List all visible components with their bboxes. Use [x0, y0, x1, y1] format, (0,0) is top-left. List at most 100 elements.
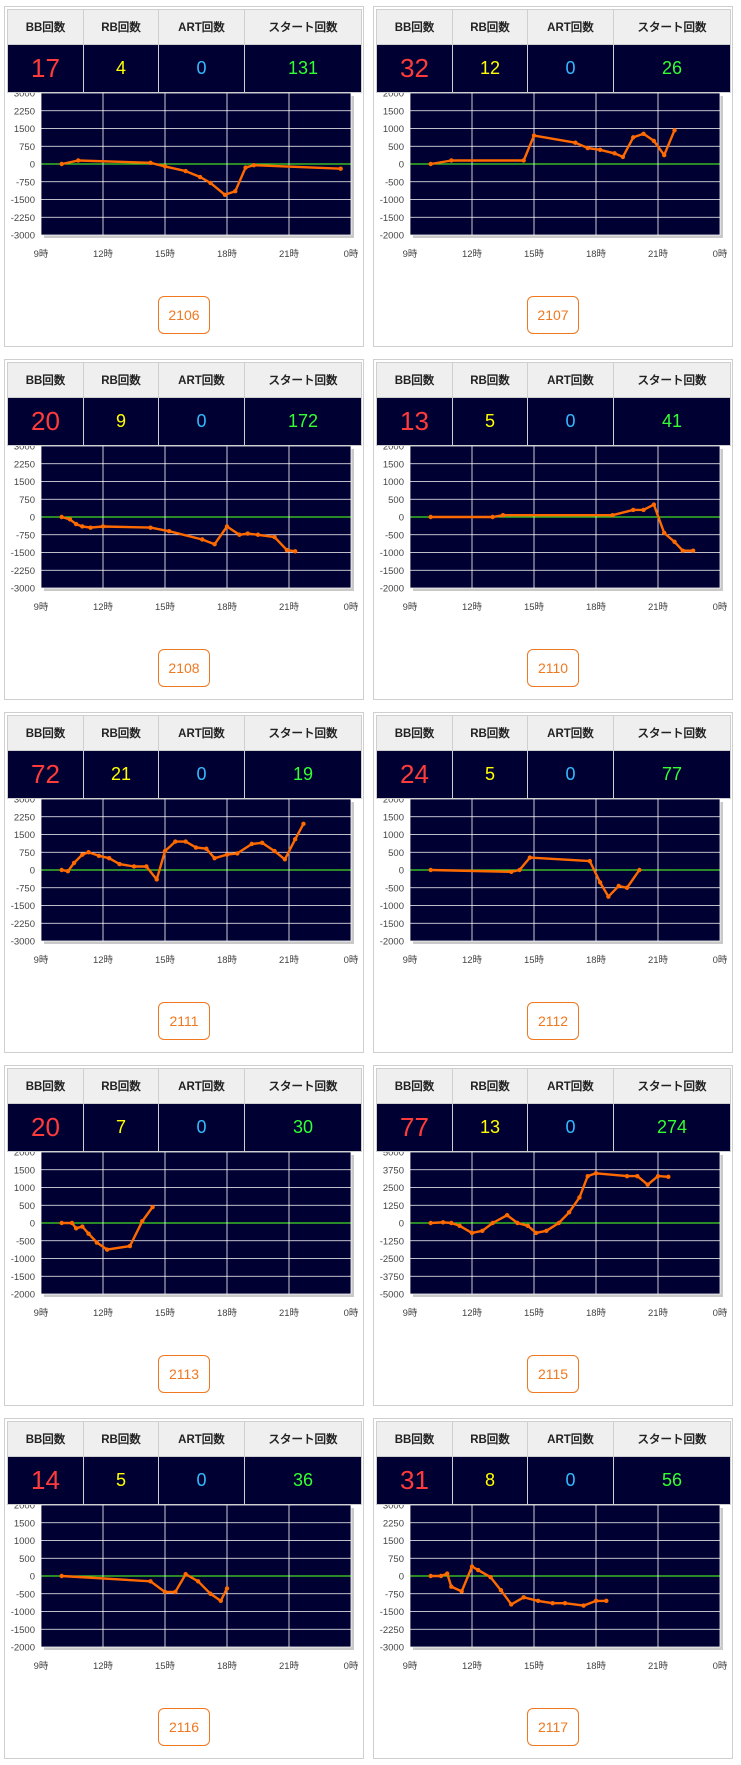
- y-tick-label: 750: [19, 848, 35, 859]
- data-point: [449, 158, 454, 163]
- y-tick-label: 3750: [383, 1165, 404, 1176]
- x-tick-label: 0時: [713, 602, 728, 613]
- data-point: [282, 857, 288, 862]
- profit-chart: 2000 1500 1000 500 0 -500 -1000 -1500 -2000 9時 12時…: [380, 446, 728, 613]
- rb-count-value: 4: [83, 44, 159, 93]
- y-tick-label: 0: [30, 866, 35, 877]
- rb-count-header: RB回数: [452, 1421, 528, 1457]
- data-point: [566, 1210, 572, 1215]
- data-point: [80, 1224, 85, 1229]
- y-tick-label: -750: [16, 530, 35, 541]
- y-tick-label: -2250: [380, 1625, 404, 1636]
- art-count-header: ART回数: [158, 362, 245, 398]
- data-point: [593, 1171, 599, 1176]
- y-tick-label: 1500: [14, 1518, 35, 1529]
- machine-number-button[interactable]: 2112: [527, 1002, 579, 1040]
- y-tick-label: -2000: [380, 231, 404, 242]
- y-tick-label: 1500: [383, 459, 404, 470]
- y-tick-label: 500: [19, 1554, 35, 1565]
- x-tick-label: 21時: [279, 1308, 300, 1319]
- data-point: [173, 1589, 178, 1595]
- bb-count-value: 20: [7, 1103, 84, 1152]
- data-point: [208, 180, 213, 186]
- rb-count-value: 12: [452, 44, 528, 93]
- data-point: [69, 1220, 75, 1226]
- y-tick-label: 500: [388, 495, 404, 506]
- machine-number-button[interactable]: 2111: [158, 1002, 210, 1040]
- machine-card: BB回数 RB回数 ART回数 スタート回数 32 12 0 26 2000 1500 1000 50…: [373, 6, 733, 347]
- start-count-value: 30: [244, 1103, 362, 1152]
- data-point: [224, 524, 230, 529]
- x-tick-label: 12時: [462, 1661, 483, 1672]
- y-tick-label: 2500: [383, 1183, 404, 1194]
- x-tick-label: 21時: [648, 249, 669, 260]
- machine-card: BB回数 RB回数 ART回数 スタート回数 20 7 0 30 2000 1500 1000 500…: [4, 1065, 364, 1406]
- art-count-header: ART回数: [158, 1421, 245, 1457]
- y-tick-label: -1500: [11, 195, 35, 206]
- x-tick-label: 15時: [155, 1661, 176, 1672]
- data-point: [612, 151, 617, 156]
- y-tick-label: 0: [30, 1572, 35, 1583]
- stats-table: BB回数 RB回数 ART回数 スタート回数 31 8 0 56: [376, 1421, 731, 1505]
- data-point: [498, 1588, 504, 1593]
- y-tick-label: -500: [16, 1589, 35, 1600]
- data-point: [428, 867, 433, 873]
- rb-count-header: RB回数: [452, 362, 528, 398]
- data-point: [148, 1579, 153, 1584]
- series-line: [430, 1172, 669, 1235]
- y-tick-label: -750: [16, 177, 35, 188]
- start-count-value: 131: [244, 44, 362, 93]
- x-tick-label: 15時: [524, 1661, 545, 1672]
- data-point: [440, 1220, 446, 1225]
- data-point: [459, 1589, 464, 1594]
- data-point: [104, 1247, 110, 1252]
- machine-number-button[interactable]: 2115: [527, 1355, 579, 1393]
- data-point: [577, 1195, 582, 1200]
- x-tick-label: 9時: [403, 249, 418, 260]
- y-tick-label: -1500: [11, 548, 35, 559]
- x-tick-label: 12時: [462, 602, 483, 613]
- data-point: [428, 1573, 433, 1579]
- bb-count-header: BB回数: [7, 1421, 84, 1457]
- y-tick-label: 3000: [14, 799, 35, 806]
- machine-number-button[interactable]: 2107: [527, 296, 579, 334]
- data-point: [641, 131, 646, 137]
- data-point: [212, 855, 217, 861]
- data-point: [690, 548, 696, 553]
- data-point: [500, 513, 506, 518]
- data-point: [235, 851, 240, 856]
- x-tick-label: 0時: [344, 1308, 359, 1319]
- bb-count-value: 20: [7, 397, 84, 446]
- machine-number-button[interactable]: 2106: [158, 296, 210, 334]
- y-tick-label: 1000: [14, 1183, 35, 1194]
- y-tick-label: 0: [30, 513, 35, 524]
- data-point: [86, 850, 91, 855]
- start-count-header: スタート回数: [244, 1421, 362, 1457]
- x-tick-label: 21時: [279, 249, 300, 260]
- data-point: [71, 860, 77, 866]
- bb-count-header: BB回数: [376, 362, 453, 398]
- machine-number-button[interactable]: 2108: [158, 649, 210, 687]
- x-tick-label: 0時: [344, 602, 359, 613]
- machine-number-button[interactable]: 2117: [527, 1708, 579, 1746]
- data-point: [604, 1598, 609, 1604]
- y-tick-label: 0: [399, 1219, 404, 1230]
- data-point: [259, 840, 265, 845]
- data-point: [183, 1572, 188, 1577]
- y-tick-label: -1000: [380, 548, 404, 559]
- x-tick-label: 15時: [524, 249, 545, 260]
- data-point: [197, 174, 203, 180]
- art-count-value: 0: [527, 750, 614, 799]
- data-point: [173, 839, 178, 844]
- x-tick-label: 0時: [713, 1308, 728, 1319]
- data-point: [624, 885, 630, 890]
- machine-number-button[interactable]: 2113: [158, 1355, 210, 1393]
- machine-number-button[interactable]: 2110: [527, 649, 579, 687]
- data-point: [272, 534, 277, 540]
- data-point: [521, 158, 526, 163]
- data-point: [597, 147, 603, 152]
- y-tick-label: 0: [30, 1219, 35, 1230]
- data-point: [59, 867, 64, 873]
- x-tick-label: 18時: [217, 1308, 238, 1319]
- machine-number-button[interactable]: 2116: [158, 1708, 210, 1746]
